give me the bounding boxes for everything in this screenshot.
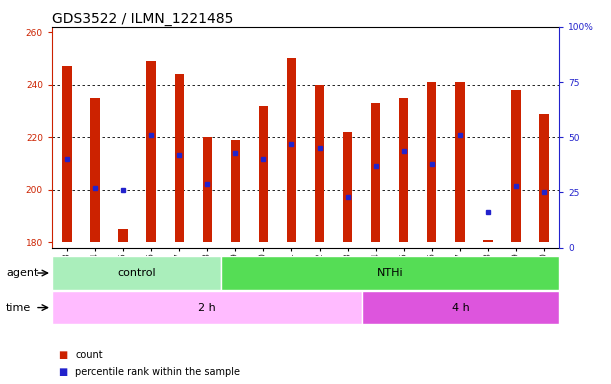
Bar xyxy=(258,106,268,242)
Bar xyxy=(483,240,492,242)
Bar xyxy=(52,256,221,290)
Text: GDS3522 / ILMN_1221485: GDS3522 / ILMN_1221485 xyxy=(52,12,233,26)
Bar xyxy=(455,82,464,242)
Bar xyxy=(202,137,213,242)
Bar xyxy=(343,132,353,242)
Bar xyxy=(52,291,362,324)
Bar xyxy=(119,229,128,242)
Text: count: count xyxy=(75,350,103,360)
Bar xyxy=(362,291,559,324)
Bar xyxy=(230,140,240,242)
Bar xyxy=(287,58,296,242)
Text: NTHi: NTHi xyxy=(377,268,403,278)
Bar xyxy=(371,103,381,242)
Bar xyxy=(398,98,409,242)
Text: 4 h: 4 h xyxy=(452,303,469,313)
Bar xyxy=(90,98,100,242)
Bar xyxy=(175,74,185,242)
Bar xyxy=(539,114,549,242)
Text: percentile rank within the sample: percentile rank within the sample xyxy=(75,367,240,377)
Text: ■: ■ xyxy=(58,367,67,377)
Text: agent: agent xyxy=(6,268,38,278)
Text: ■: ■ xyxy=(58,350,67,360)
Text: time: time xyxy=(6,303,31,313)
Bar xyxy=(426,82,436,242)
Text: control: control xyxy=(117,268,156,278)
Bar xyxy=(221,256,559,290)
Bar xyxy=(147,61,156,242)
Bar xyxy=(315,85,324,242)
Bar xyxy=(62,66,72,242)
Text: 2 h: 2 h xyxy=(198,303,216,313)
Bar xyxy=(511,90,521,242)
